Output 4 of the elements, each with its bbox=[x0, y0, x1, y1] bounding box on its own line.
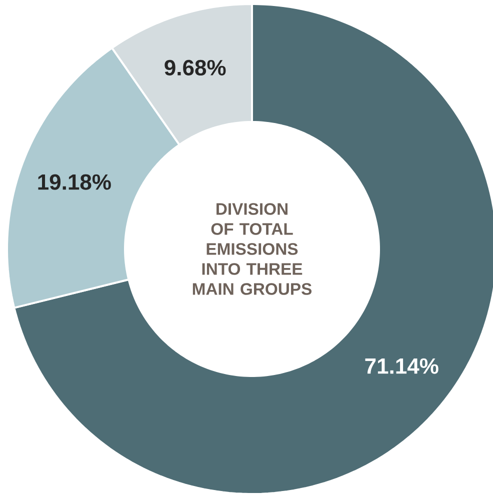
data-label: 9.68% bbox=[164, 60, 226, 76]
data-label: 71.14% bbox=[365, 358, 438, 374]
text: DIVISION OF TOTAL EMISSIONS INTO THREE MAIN GROUPS bbox=[192, 203, 312, 295]
data-label: 19.18% bbox=[38, 174, 111, 190]
